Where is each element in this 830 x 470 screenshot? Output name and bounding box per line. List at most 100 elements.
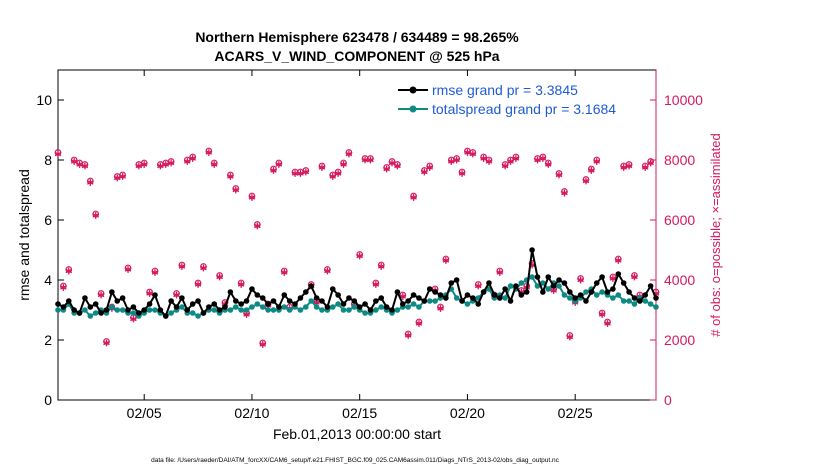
totalspread-point xyxy=(195,313,201,319)
rmse-point xyxy=(168,298,174,304)
obs-assimilated-stroke xyxy=(97,292,105,298)
rmse-point xyxy=(432,289,438,295)
totalspread-point xyxy=(82,307,88,313)
rmse-point xyxy=(152,292,158,298)
rmse-point xyxy=(486,280,492,286)
x-tick-label: 02/25 xyxy=(558,405,593,421)
obs-assimilated-point xyxy=(275,161,283,168)
rmse-point xyxy=(550,283,557,289)
rmse-point xyxy=(373,298,379,304)
rmse-point xyxy=(157,307,164,313)
x-tick-label: 02/10 xyxy=(234,405,269,421)
obs-assimilated-stroke xyxy=(248,195,256,200)
obs-assimilated-point xyxy=(318,164,326,171)
rmse-point xyxy=(313,295,320,301)
rmse-point xyxy=(270,298,277,304)
rmse-point xyxy=(383,304,390,310)
totalspread-point xyxy=(373,307,379,313)
rmse-point xyxy=(335,292,341,298)
rmse-point xyxy=(410,292,417,298)
rmse-point xyxy=(518,292,525,298)
obs-assimilated-stroke xyxy=(210,162,218,167)
obs-assimilated-point xyxy=(162,161,170,168)
obs-assimilated-stroke xyxy=(507,159,514,164)
obs-assimilated-stroke xyxy=(184,159,191,164)
obs-assimilated-stroke xyxy=(582,178,590,184)
totalspread-point xyxy=(297,307,304,313)
y-axis-left-label: rmse and totalspread xyxy=(16,169,32,301)
obs-assimilated-stroke xyxy=(555,172,563,178)
obs-assimilated-point xyxy=(539,155,547,162)
totalspread-point xyxy=(647,301,654,307)
obs-assimilated-point xyxy=(54,150,62,158)
obs-assimilated-stroke xyxy=(81,163,89,169)
obs-assimilated-stroke xyxy=(297,171,304,176)
obs-assimilated-point xyxy=(216,273,223,281)
obs-assimilated-stroke xyxy=(216,274,223,280)
obs-assimilated-stroke xyxy=(259,342,267,347)
obs-assimilated-point xyxy=(464,149,471,156)
rmse-point xyxy=(173,304,180,310)
totalspread-line xyxy=(58,275,657,318)
totalspread-point xyxy=(518,280,525,286)
totalspread-point xyxy=(270,307,277,313)
obs-assimilated-stroke xyxy=(447,159,455,164)
obs-assimilated-stroke xyxy=(453,157,460,163)
obs-assimilated-stroke xyxy=(270,168,277,173)
y-left-tick-label: 2 xyxy=(44,332,52,348)
rmse-point xyxy=(507,298,514,304)
obs-assimilated-point xyxy=(151,269,159,276)
rmse-point xyxy=(281,292,288,298)
rmse-point xyxy=(351,298,358,304)
rmse-point xyxy=(443,295,449,301)
obs-assimilated-stroke xyxy=(113,175,121,181)
legend-spread-marker xyxy=(409,105,417,113)
totalspread-point xyxy=(583,289,589,295)
obs-assimilated-point xyxy=(577,276,584,284)
rmse-point xyxy=(195,298,201,304)
obs-assimilated-point xyxy=(458,170,466,177)
y-right-tick-label: 6000 xyxy=(664,212,695,228)
obs-assimilated-stroke xyxy=(92,213,99,218)
rmse-point xyxy=(394,289,401,295)
totalspread-point xyxy=(642,298,649,304)
obs-assimilated-stroke xyxy=(302,169,310,175)
x-axis-label: Feb.01,2013 00:00:00 start xyxy=(273,426,441,442)
y-right-tick-label: 4000 xyxy=(664,272,695,288)
obs-assimilated-point xyxy=(173,291,180,299)
obs-assimilated-stroke xyxy=(194,282,202,287)
rmse-point xyxy=(416,295,422,301)
obs-assimilated-point xyxy=(534,156,541,164)
obs-assimilated-stroke xyxy=(119,174,126,179)
totalspread-point xyxy=(529,274,535,280)
totalspread-point xyxy=(502,295,508,301)
rmse-point xyxy=(367,307,374,313)
obs-assimilated-stroke xyxy=(70,159,78,164)
rmse-point xyxy=(459,298,465,304)
obs-assimilated-point xyxy=(372,281,380,288)
legend-rmse-marker xyxy=(409,86,417,94)
obs-assimilated-stroke xyxy=(60,285,67,290)
rmse-point xyxy=(610,286,616,292)
obs-assimilated-point xyxy=(130,315,137,323)
totalspread-point xyxy=(378,304,385,310)
obs-assimilated-stroke xyxy=(189,156,196,161)
obs-assimilated-stroke xyxy=(480,156,487,161)
rmse-point xyxy=(292,301,298,307)
obs-assimilated-stroke xyxy=(135,163,143,169)
y-right-tick-label: 2000 xyxy=(664,332,695,348)
obs-assimilated-point xyxy=(184,158,191,165)
obs-assimilated-stroke xyxy=(76,162,83,167)
obs-assimilated-point xyxy=(291,170,299,177)
rmse-point xyxy=(637,298,643,304)
obs-assimilated-stroke xyxy=(388,160,396,166)
rmse-point xyxy=(615,271,622,277)
totalspread-point xyxy=(416,304,422,310)
totalspread-point xyxy=(179,304,185,310)
y-left-tick-label: 6 xyxy=(44,212,52,228)
rmse-point xyxy=(405,298,411,304)
rmse-point xyxy=(254,292,261,298)
rmse-point xyxy=(206,304,212,310)
totalspread-point xyxy=(87,313,94,319)
totalspread-point xyxy=(119,307,126,313)
